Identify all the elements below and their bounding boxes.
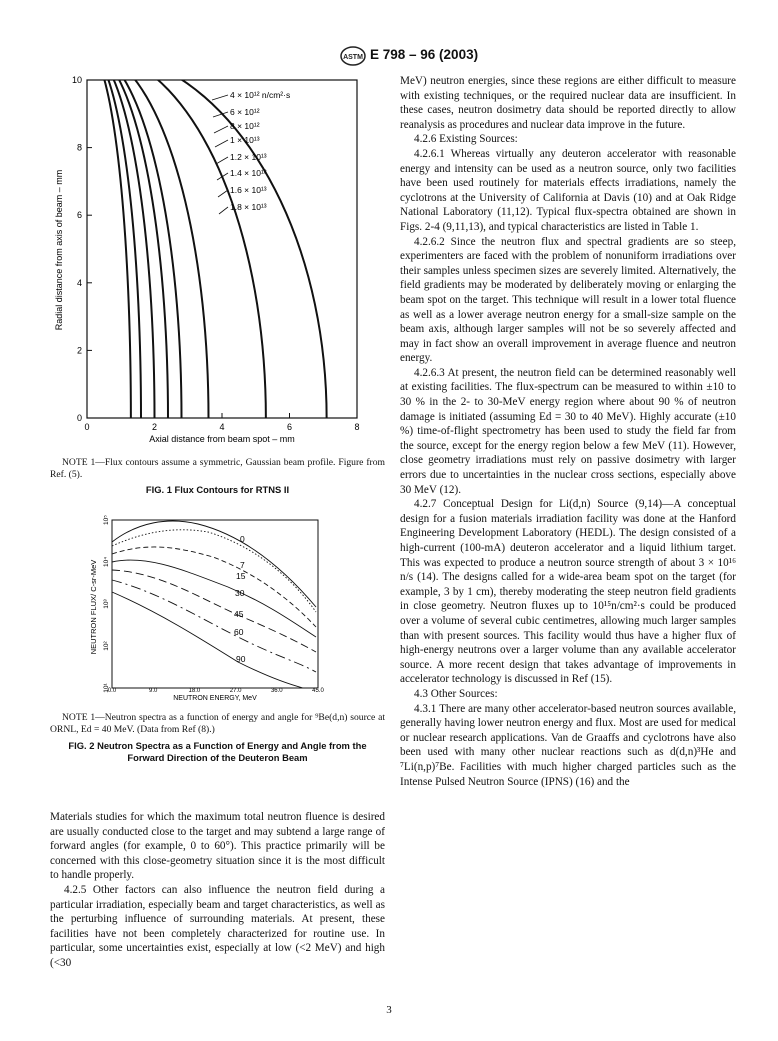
contour [112, 80, 156, 418]
y-tick-label: 0 [77, 413, 82, 423]
paragraph: 4.3 Other Sources: [414, 687, 498, 700]
page-number: 3 [386, 1004, 392, 1016]
left-column: Materials studies for which the maximum … [50, 810, 385, 1005]
x-axis-label: Axial distance from beam spot – mm [149, 434, 295, 444]
angle-label: 15 [236, 571, 246, 581]
figure-2: NEUTRON FLUX/ C-sr-MeV NEUTRON ENERGY, M… [89, 515, 324, 702]
curve-label: 1.4 × 10¹³ [230, 168, 267, 178]
y-tick-label: 8 [77, 143, 82, 153]
right-column: MeV) neutron energies, since these regio… [400, 74, 736, 1009]
x-tick-label: 36.0 [271, 688, 283, 694]
x-tick-label: 45.0 [312, 688, 324, 694]
y-tick-label: 10¹ [103, 682, 110, 692]
y-tick-label: 10⁴ [103, 557, 110, 567]
curve [111, 546, 317, 628]
curve [111, 591, 304, 689]
leader-line [217, 189, 229, 198]
figure-2-caption: FIG. 2 Neutron Spectra as a Function of … [68, 740, 367, 763]
paragraph: Materials studies for which the maximum … [50, 811, 385, 882]
contour [156, 80, 267, 418]
y-tick-label: 2 [77, 345, 82, 355]
x-tick-label: 8 [354, 422, 359, 432]
leader-line [215, 156, 229, 165]
paragraph: MeV) neutron energies, since these regio… [400, 75, 736, 131]
angle-label: 0 [240, 534, 245, 544]
x-tick-label: 6 [287, 422, 292, 432]
designation: E 798 – 96 (2003) [370, 47, 479, 62]
angle-label: 7 [240, 560, 245, 570]
contour [134, 80, 210, 418]
angle-label: 45 [234, 609, 244, 619]
leader-line [216, 172, 229, 181]
curve-label: 4 × 10¹² n/cm²·s [230, 90, 290, 100]
curve [111, 559, 317, 638]
x-axis-label: NEUTRON ENERGY, MeV [173, 695, 257, 702]
angle-label: 90 [236, 654, 246, 664]
x-tick-label: 27.0 [230, 688, 242, 694]
curve-label: 1 × 10¹³ [230, 135, 260, 145]
contour [107, 80, 142, 418]
y-tick-label: 10² [103, 640, 110, 650]
leader-line [211, 94, 229, 101]
contour [123, 80, 183, 418]
curve-label: 1.8 × 10¹³ [230, 202, 267, 212]
y-tick-label: 4 [77, 278, 82, 288]
curve-label: 8 × 10¹² [230, 121, 260, 131]
curve [111, 520, 317, 608]
paragraph: 4.2.6.3 At present, the neutron field ca… [400, 366, 736, 496]
angle-label: 30 [235, 588, 245, 598]
leader-line [212, 111, 229, 118]
paragraph: 4.2.6 Existing Sources: [414, 133, 518, 146]
x-tick-label: 2 [152, 422, 157, 432]
contour [103, 80, 132, 418]
y-tick-label: 10³ [103, 598, 110, 608]
curve-label: 1.2 × 10¹³ [230, 152, 267, 162]
curve [111, 569, 317, 653]
x-tick-label: 0 [84, 422, 89, 432]
y-tick-label: 10 [72, 75, 82, 85]
plot-frame [111, 519, 319, 689]
curve [111, 579, 317, 673]
x-tick-label: 4 [219, 422, 224, 432]
leader-line [213, 125, 229, 134]
paragraph: 4.2.6.1 Whereas virtually any deuteron a… [400, 147, 736, 233]
figure-2-note: NOTE 1—Neutron spectra as a function of … [50, 712, 385, 735]
x-tick-label: 18.0 [189, 688, 201, 694]
curve [111, 529, 317, 613]
figure-1-note: NOTE 1—Flux contours assume a symmetric,… [50, 457, 385, 480]
leader-line [218, 206, 229, 215]
header: ASTM E 798 – 96 (2003) [340, 46, 480, 68]
y-axis-label: Radial distance from axis of beam – mm [54, 170, 64, 331]
contour [180, 80, 328, 418]
figure-1: Radial distance from axis of beam – mm A… [54, 75, 360, 444]
paragraph: 4.3.1 There are many other accelerator-b… [400, 702, 736, 788]
y-axis-label: NEUTRON FLUX/ C-sr-MeV [89, 560, 98, 655]
angle-label: 60 [234, 627, 244, 637]
curve-label: 6 × 10¹² [230, 107, 260, 117]
paragraph: 4.2.6.2 Since the neutron flux and spect… [400, 235, 736, 365]
leader-line [214, 139, 229, 148]
paragraph: 4.2.5 Other factors can also influence t… [50, 883, 385, 969]
plot-frame [86, 79, 358, 419]
y-tick-label: 6 [77, 210, 82, 220]
x-tick-label: 0.0 [108, 688, 117, 694]
svg-text:ASTM: ASTM [343, 54, 363, 61]
x-tick-label: 9.0 [149, 688, 158, 694]
astm-logo: ASTM [340, 46, 366, 66]
paragraph: 4.2.7 Conceptual Design for Li(d,n) Sour… [400, 498, 736, 686]
figure-1-caption: FIG. 1 Flux Contours for RTNS II [145, 484, 290, 495]
y-tick-label: 10⁵ [103, 515, 110, 525]
contour [118, 80, 169, 418]
curve-label: 1.6 × 10¹³ [230, 185, 267, 195]
